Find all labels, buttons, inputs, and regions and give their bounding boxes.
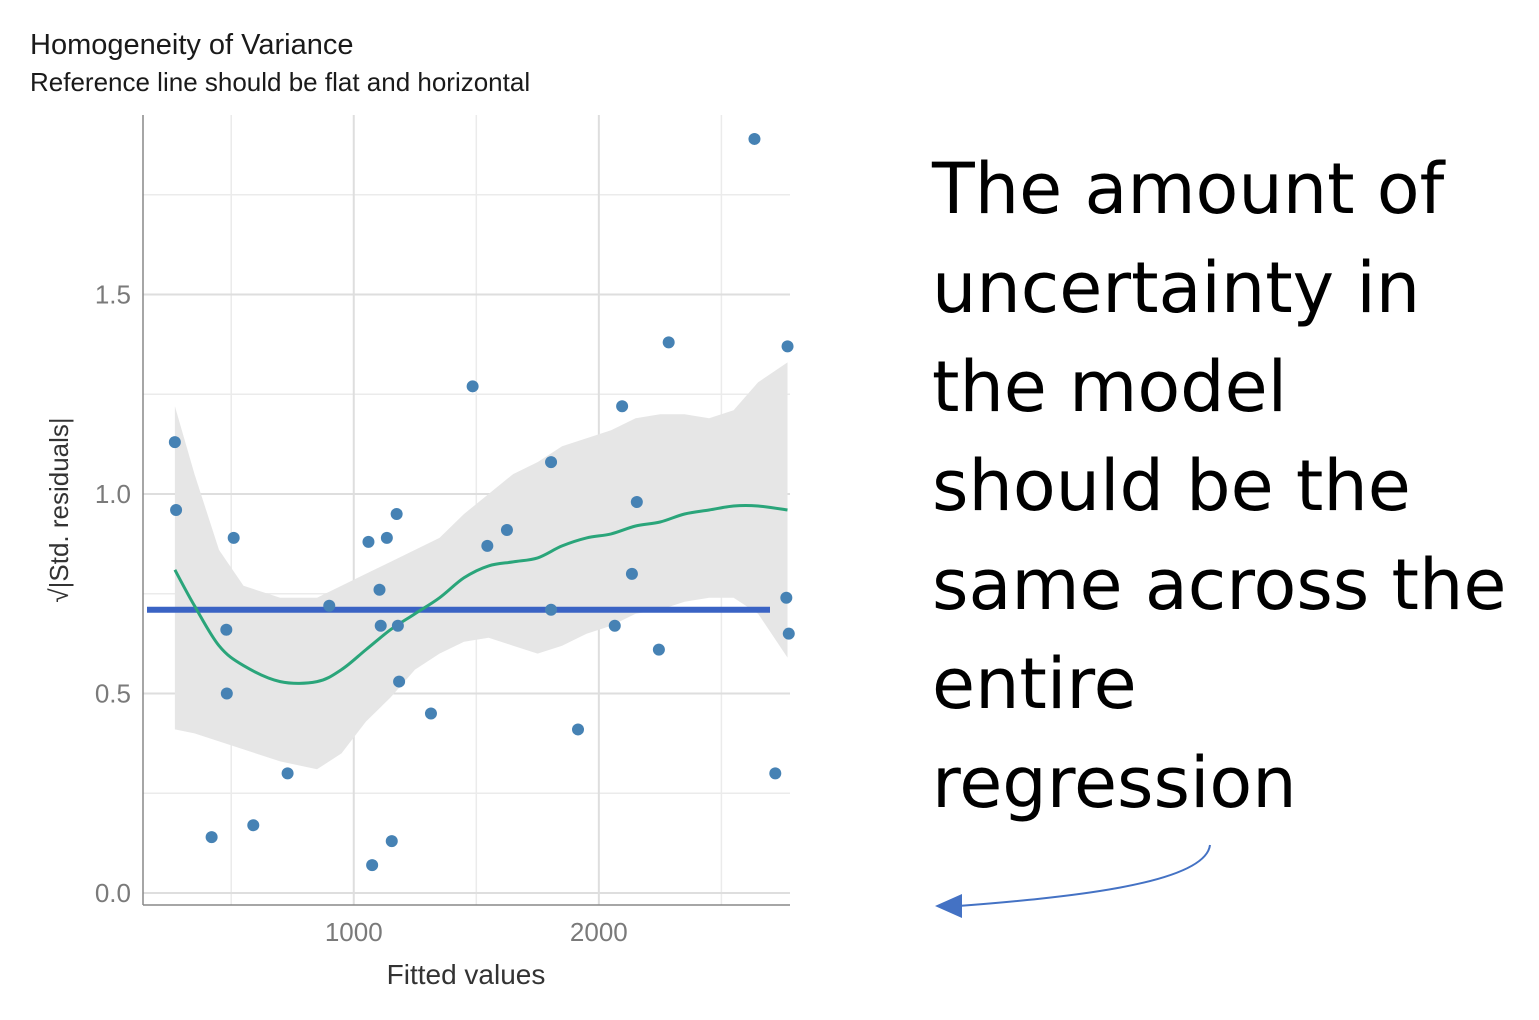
data-point [393,675,406,688]
annotation-line: entire [932,643,1137,725]
data-point [220,623,233,636]
y-tick-label: 1.5 [95,280,131,310]
data-point [630,496,643,509]
data-point [391,619,404,632]
y-tick-label: 1.0 [95,479,131,509]
data-points [168,132,795,872]
axes [142,115,790,906]
data-point [373,583,386,596]
data-point [227,531,240,544]
data-point [616,400,629,413]
data-point [781,340,794,353]
x-axis-label: Fitted values [387,959,546,990]
chart-title: Homogeneity of Variance [30,29,353,61]
y-axis-label-text: |Std. residuals| [44,417,74,588]
data-point [170,504,183,516]
annotation-line: uncertainty in [932,247,1421,329]
data-point [323,599,336,612]
y-tick-label: 0.5 [95,679,131,709]
data-point [769,767,782,780]
data-point [390,507,403,520]
data-point [748,132,761,145]
smooth-line [173,503,788,685]
data-point [281,767,294,780]
data-point [205,831,218,844]
y-axis-label: √|Std. residuals| [44,417,74,602]
data-point [662,336,675,349]
x-tick-label: 2000 [570,917,628,947]
x-tick-label: 1000 [325,917,383,947]
annotation-arrow-line [957,844,1211,907]
data-point [424,707,437,720]
data-point [374,619,387,632]
data-point [545,456,558,469]
data-point [466,380,479,393]
data-point [366,859,379,872]
annotation-line: the model [932,346,1288,428]
homogeneity-chart: Homogeneity of Variance Reference line s… [30,29,795,990]
y-axis-label-root: √ [44,588,74,603]
data-point [608,619,621,632]
data-point [380,531,393,544]
data-point [362,535,375,548]
data-point [782,627,795,640]
chart-subtitle: Reference line should be flat and horizo… [30,67,530,97]
data-point [481,539,494,552]
annotation-line: should be the [932,445,1411,527]
data-point [168,436,181,449]
y-tick-label: 0.0 [95,878,131,908]
arrow-head-icon [935,894,962,918]
data-point [220,687,233,700]
annotation-line: same across the [932,544,1507,626]
data-point [247,819,260,832]
confidence-ribbon [174,362,788,770]
data-point [625,567,638,580]
annotation-line: The amount of [932,148,1445,230]
annotation-line: regression [932,742,1297,824]
data-point [545,603,558,616]
annotation-text: The amount of uncertainty in the model shou… [932,140,1522,833]
data-point [500,523,513,536]
data-point [780,591,793,604]
data-point [385,835,398,848]
data-point [652,643,665,656]
svg-text:√|Std. residuals|: √|Std. residuals| [44,417,74,602]
data-point [572,723,585,736]
tick-labels: 1000 2000 0.0 0.5 1.0 1.5 [95,280,628,947]
